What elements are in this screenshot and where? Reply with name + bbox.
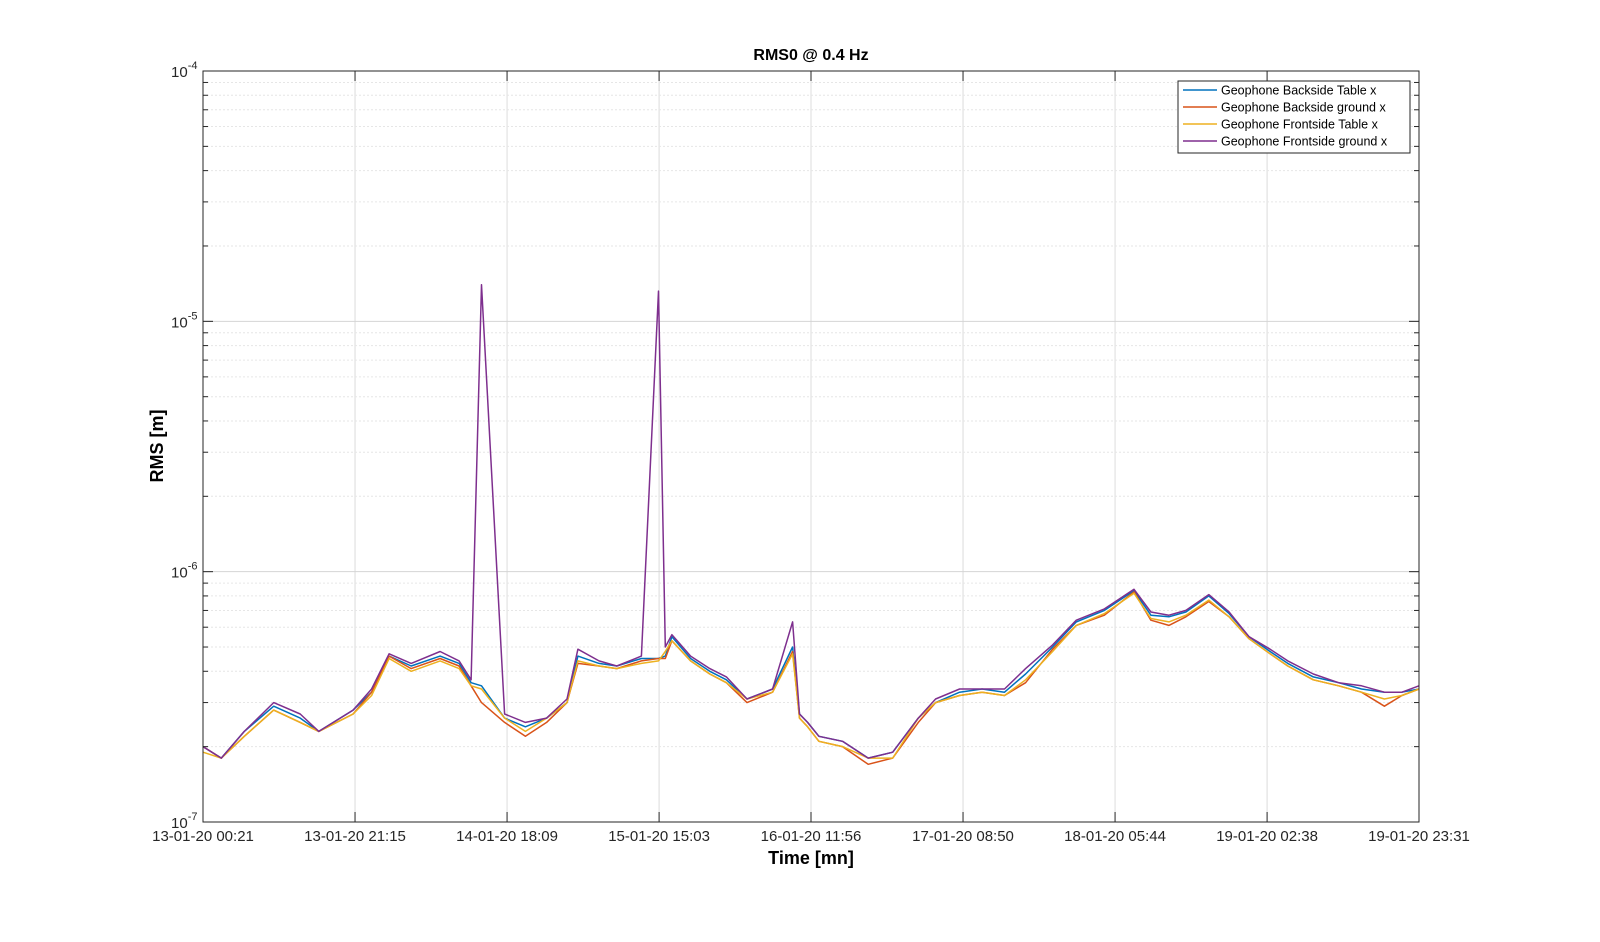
series-line-geophone-backside-ground-x xyxy=(202,591,1420,766)
series-line-geophone-frontside-ground-x xyxy=(202,284,1420,759)
x-tick-label: 13-01-20 00:21 xyxy=(152,828,254,845)
x-tick-label: 19-01-20 02:38 xyxy=(1216,828,1318,845)
chart-title: RMS0 @ 0.4 Hz xyxy=(753,47,868,64)
series-line-geophone-backside-table-x xyxy=(202,589,1420,759)
y-axis-label: RMS [m] xyxy=(147,410,167,483)
series-line-geophone-frontside-table-x xyxy=(202,592,1420,759)
legend: Geophone Backside Table x Geophone Backsi… xyxy=(1177,80,1411,154)
x-tick-label: 16-01-20 11:56 xyxy=(761,828,862,845)
x-tick-label: 13-01-20 21:15 xyxy=(304,828,406,845)
x-tick-label: 15-01-20 15:03 xyxy=(608,828,710,845)
y-tick-label: 10-6 xyxy=(171,561,197,582)
legend-label: Geophone Backside ground x xyxy=(1221,101,1386,115)
y-tick-label: 10-4 xyxy=(171,60,197,81)
legend-label: Geophone Backside Table x xyxy=(1221,84,1377,98)
x-tick-label: 14-01-20 18:09 xyxy=(456,828,558,845)
x-axis-label: Time [mn] xyxy=(768,848,854,868)
legend-label: Geophone Frontside ground x xyxy=(1221,135,1388,149)
series-layer xyxy=(202,284,1420,766)
legend-label: Geophone Frontside Table x xyxy=(1221,118,1379,132)
x-tick-label: 17-01-20 08:50 xyxy=(912,828,1014,845)
y-tick-label: 10-7 xyxy=(171,811,197,832)
x-tick-label: 19-01-20 23:31 xyxy=(1368,828,1470,845)
axis-ticks: 13-01-20 00:21 13-01-20 21:15 14-01-20 18:… xyxy=(152,60,1470,845)
grid xyxy=(203,71,1419,822)
y-tick-label: 10-5 xyxy=(171,310,197,331)
x-tick-label: 18-01-20 05:44 xyxy=(1064,828,1166,845)
legend-box xyxy=(1177,80,1411,154)
